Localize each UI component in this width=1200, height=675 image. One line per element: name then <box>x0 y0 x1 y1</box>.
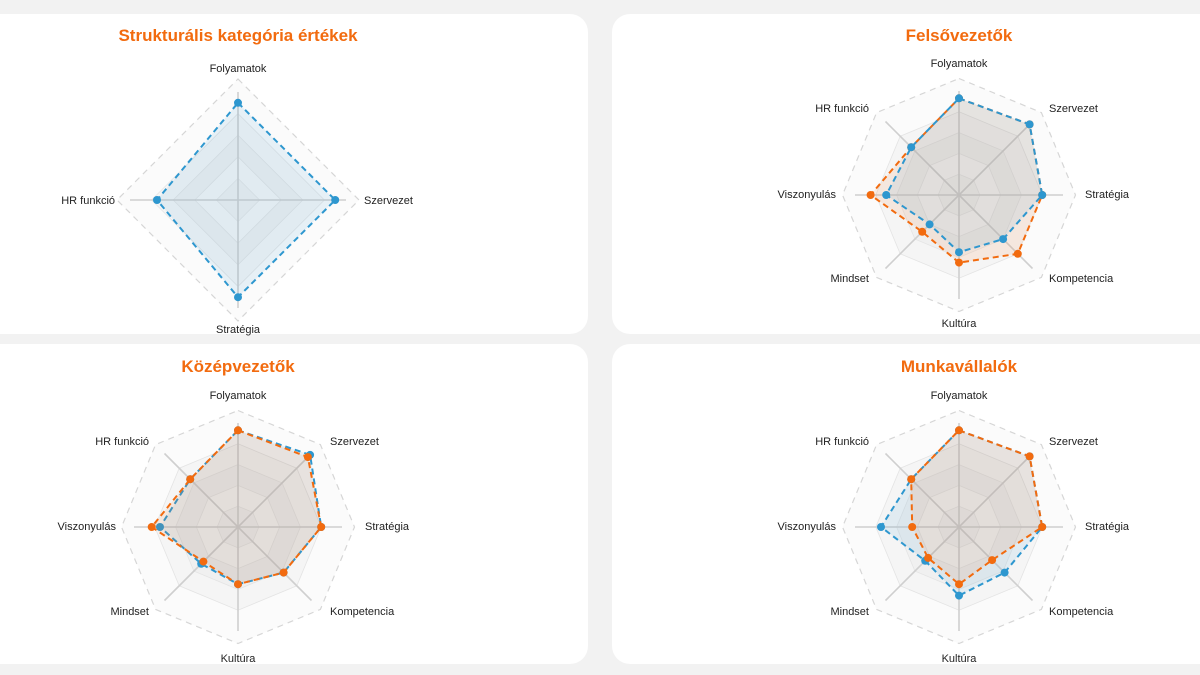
chart-card-top-management <box>612 14 1200 334</box>
chart-card-middle-management <box>0 344 588 664</box>
chart-card-employees <box>612 344 1200 664</box>
chart-card-structural <box>0 14 588 334</box>
chart-title-top-management: Felsővezetők <box>905 26 1013 45</box>
chart-title-employees: Munkavállalók <box>900 357 1018 376</box>
chart-title-structural: Strukturális kategória értékek <box>118 26 358 45</box>
chart-title-middle-management: Középvezetők <box>181 357 295 376</box>
